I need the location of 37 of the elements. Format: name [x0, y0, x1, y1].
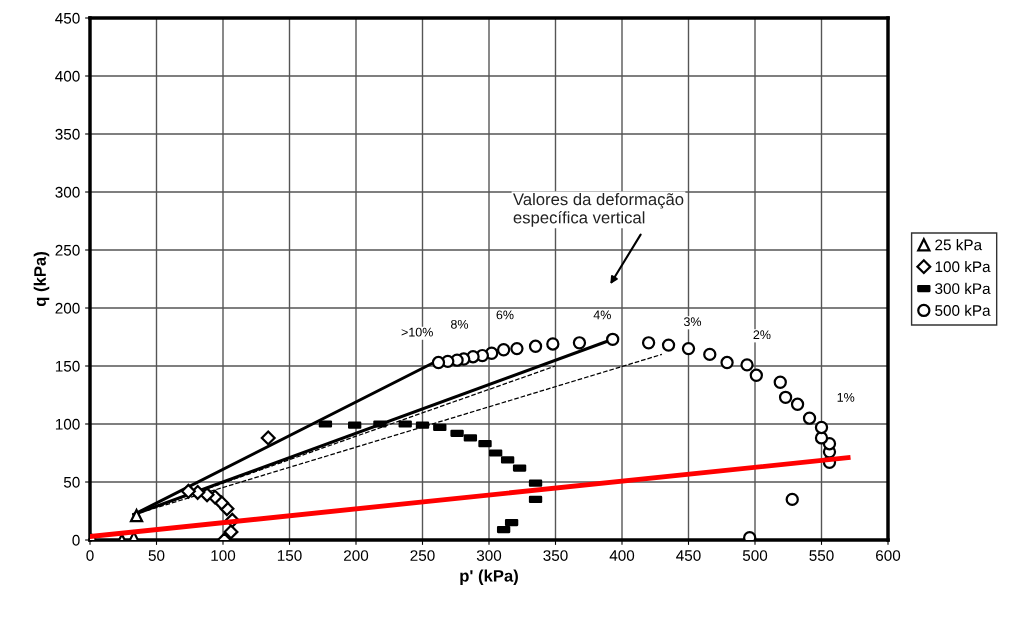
x-tick-label: 300: [476, 550, 502, 561]
legend-label: 500 kPa: [935, 304, 991, 316]
annotation: 1%: [837, 393, 855, 402]
x-tick-label: 100: [211, 550, 236, 561]
annotation: 2%: [753, 330, 771, 340]
x-tick-label: 250: [410, 550, 435, 561]
y-tick-label: 0: [72, 534, 80, 546]
x-tick-label: 0: [86, 550, 94, 561]
x-tick-label: 550: [809, 550, 834, 561]
legend-label: 300 kPa: [935, 282, 991, 295]
x-tick-label: 500: [742, 550, 768, 561]
annotation: 3%: [683, 317, 702, 327]
x-tick-label: 50: [148, 550, 165, 561]
annotation: 6%: [496, 310, 514, 320]
legend-label: 25 kPa: [935, 239, 983, 251]
x-axis-title: p' (kPa): [460, 569, 518, 586]
y-axis-title: q (kPa): [33, 252, 50, 307]
x-tick-label: 450: [676, 550, 701, 561]
y-tick-label: 400: [55, 70, 80, 82]
legend-label: 100 kPa: [935, 260, 991, 273]
annotation: >10%: [401, 327, 433, 337]
annotation: Valores da deformação específica vertical: [513, 193, 684, 227]
y-tick-label: 300: [55, 186, 80, 198]
y-tick-label: 250: [55, 244, 80, 256]
y-tick-label: 350: [55, 128, 80, 140]
annotation: 8%: [450, 319, 469, 329]
annotation: 4%: [593, 310, 611, 320]
y-tick-label: 150: [55, 360, 80, 372]
y-tick-label: 450: [55, 12, 80, 24]
y-tick-label: 50: [63, 476, 80, 488]
x-tick-label: 350: [543, 550, 568, 561]
x-tick-label: 600: [876, 550, 901, 561]
x-tick-label: 200: [344, 550, 369, 561]
y-tick-label: 200: [55, 302, 80, 314]
x-tick-label: 150: [277, 550, 302, 561]
y-tick-label: 100: [55, 418, 80, 430]
x-tick-label: 400: [609, 550, 635, 561]
